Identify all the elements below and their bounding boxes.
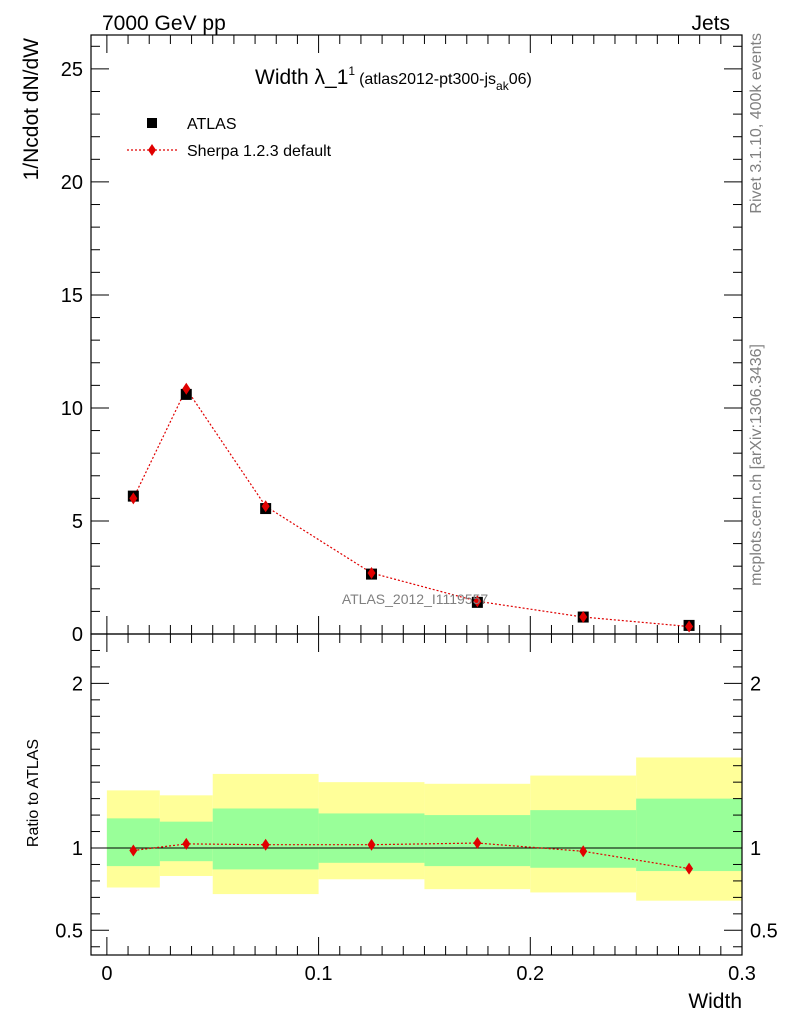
- title-paren-close: 06): [509, 71, 532, 88]
- sherpa-point: [182, 382, 191, 395]
- band-inner: [636, 798, 742, 872]
- y-tick-label: 0: [72, 624, 83, 646]
- title-sup: 1: [348, 64, 355, 78]
- watermark: ATLAS_2012_I1119557: [342, 591, 489, 607]
- y-tick-label: 15: [61, 285, 83, 307]
- x-tick-label: 0: [101, 963, 112, 985]
- mcplots-label: mcplots.cern.ch [arXiv:1306.3436]: [748, 344, 765, 586]
- sherpa-ratio-point: [367, 838, 376, 851]
- sherpa-ratio-point: [182, 837, 191, 850]
- sherpa-point: [579, 611, 588, 624]
- ratio-y-tick-label-left: 1: [72, 838, 83, 860]
- x-tick-label: 0.1: [305, 963, 333, 985]
- y-tick-label: 5: [72, 511, 83, 533]
- ratio-panel: 0.5 0.5 1 1 2 2 0 0.1 0.2 0.3: [55, 633, 778, 985]
- header-left: 7000 GeV pp: [102, 12, 226, 35]
- legend-label-atlas: ATLAS: [187, 116, 237, 133]
- sherpa-ratio-point: [473, 837, 482, 850]
- sherpa-ratio-point: [579, 845, 588, 858]
- sherpa-point: [129, 492, 138, 505]
- ratio-y-tick-label-right: 0.5: [750, 920, 778, 942]
- sherpa-point: [473, 595, 482, 608]
- main-panel: 0 5 10 15 20 25: [61, 34, 743, 646]
- sherpa-ratio-point: [685, 862, 694, 875]
- ratio-y-tick-label-right: 1: [750, 838, 761, 860]
- ratio-frame: [90, 633, 743, 956]
- sherpa-point: [367, 566, 376, 579]
- sherpa-ratio-point: [129, 844, 138, 857]
- ratio-y-tick-label-right: 2: [750, 673, 761, 695]
- legend: ATLAS Sherpa 1.2.3 default: [127, 116, 332, 160]
- title-sub: ak: [496, 79, 510, 93]
- header-right: Jets: [691, 12, 730, 35]
- sherpa-point: [261, 500, 270, 513]
- ratio-y-tick-label-left: 0.5: [55, 920, 83, 942]
- legend-label-sherpa: Sherpa 1.2.3 default: [187, 143, 332, 160]
- title-main: Width λ_1: [255, 66, 348, 89]
- band-inner: [318, 813, 425, 863]
- sherpa-ratio-point: [261, 838, 270, 851]
- y-tick-label: 10: [61, 398, 83, 420]
- band-inner: [530, 810, 637, 868]
- y-tick-label: 20: [61, 172, 83, 194]
- band-inner: [106, 818, 160, 867]
- y-tick-label: 25: [61, 59, 83, 81]
- sherpa-point: [685, 620, 694, 633]
- x-axis-label: Width: [688, 990, 742, 1013]
- rivet-label: Rivet 3.1.10, 400k events: [748, 33, 765, 214]
- y-axis-label-ratio: Ratio to ATLAS: [25, 739, 42, 847]
- ratio-y-tick-label-left: 2: [72, 673, 83, 695]
- legend-marker-atlas: [147, 118, 157, 128]
- x-tick-label: 0.2: [516, 963, 544, 985]
- y-axis-label-main: 1/Ncdot dN/dW: [20, 38, 43, 181]
- title-paren-open: (atlas2012-pt300-js: [359, 71, 496, 88]
- x-tick-label: 0.3: [728, 963, 756, 985]
- legend-marker-sherpa: [148, 144, 156, 156]
- plot-title: Width λ_11 (atlas2012-pt300-jsak06): [255, 64, 532, 93]
